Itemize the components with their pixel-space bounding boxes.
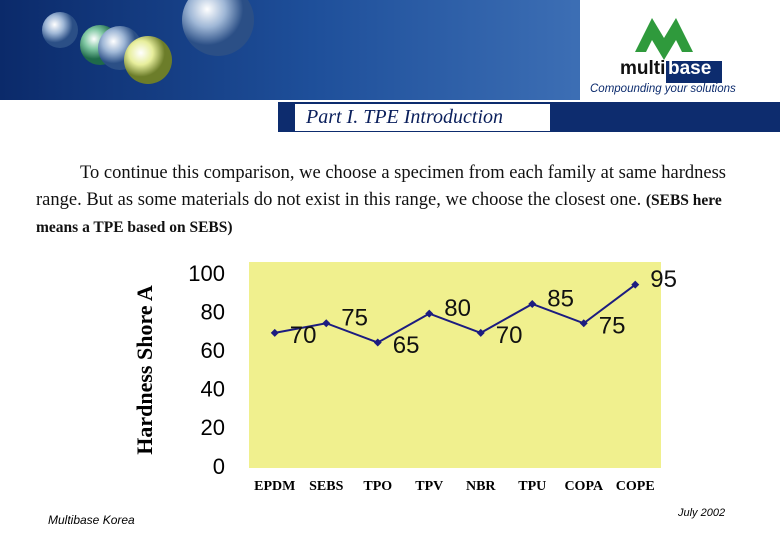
paragraph: To continue this comparison, we choose a… [36, 163, 727, 210]
decor-spheres [42, 0, 254, 84]
x-tick-label: TPV [415, 479, 443, 494]
y-tick-label: 0 [213, 454, 225, 479]
marker [373, 338, 382, 347]
logo-name: multi [620, 58, 665, 79]
y-tick-label: 80 [201, 299, 225, 324]
section-title: Part I. TPE Introduction [306, 106, 504, 128]
logo: multi base Compounding your solutions [580, 0, 780, 100]
note: (SEBS here means a TPE based on SEBS) [36, 191, 722, 237]
data-label: 70 [496, 322, 523, 349]
marker [631, 280, 640, 289]
y-tick-label: 20 [201, 415, 225, 440]
footer-left: Multibase Korea [48, 513, 135, 527]
logo-name: base [668, 58, 711, 79]
data-label: 85 [547, 285, 574, 312]
footer-right: July 2002 [678, 507, 726, 519]
marker [528, 299, 537, 308]
y-tick-label: 100 [188, 261, 225, 286]
x-tick-label: TPO [363, 479, 392, 494]
data-label: 75 [341, 305, 368, 332]
data-label: 75 [599, 313, 626, 340]
x-tick-label: EPDM [254, 479, 295, 494]
x-tick-label: TPU [518, 479, 546, 494]
marker [322, 319, 331, 328]
x-tick-label: NBR [466, 479, 496, 494]
plot-area [249, 262, 661, 468]
data-label: 80 [444, 295, 471, 322]
line [274, 283, 636, 344]
logo-mark: multi base Compounding your solutions [590, 18, 736, 95]
x-tick-label: COPA [564, 479, 604, 494]
body-text: To continue this comparison, we choose a… [36, 160, 754, 242]
section-tab-inner [295, 104, 550, 131]
x-tick-label: SEBS [309, 479, 343, 494]
marker [425, 309, 434, 318]
marker [270, 328, 279, 337]
data-label: 65 [393, 332, 420, 359]
data-label: 70 [290, 322, 317, 349]
y-tick-label: 40 [201, 377, 225, 402]
marker [579, 319, 588, 328]
tagline: Compounding your solutions [590, 83, 736, 95]
y-tick-label: 60 [201, 338, 225, 363]
marker [476, 328, 485, 337]
data-label: 95 [650, 266, 677, 293]
y-axis-label: Hardness Shore A [132, 285, 157, 455]
x-tick-label: COPE [616, 479, 655, 494]
